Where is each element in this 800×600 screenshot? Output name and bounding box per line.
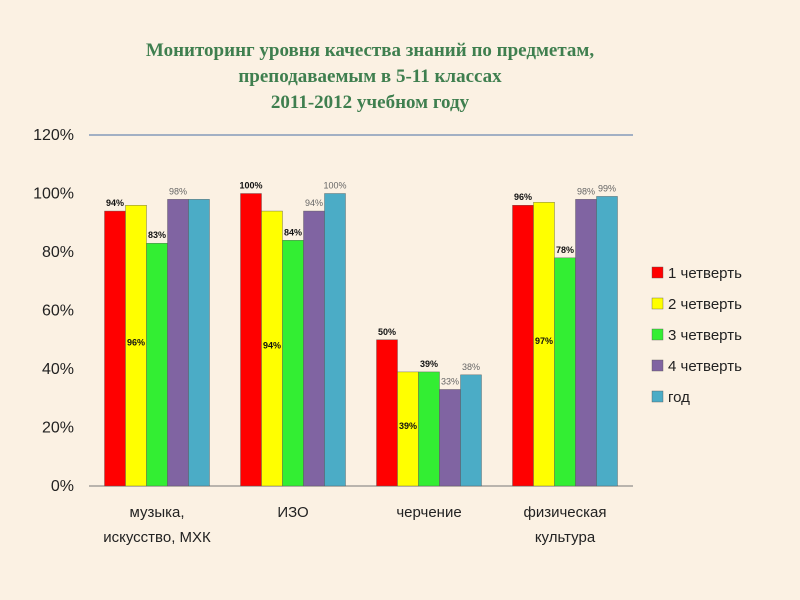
data-label: 39%: [399, 421, 417, 431]
legend-label: 2 четверть: [668, 296, 742, 313]
title-line-3: 2011-2012 учебном году: [270, 92, 470, 113]
bar: [324, 193, 346, 487]
bar: [303, 210, 325, 487]
bar: [104, 210, 126, 487]
y-tick-label: 0%: [51, 478, 74, 495]
category-label: культура: [535, 529, 596, 546]
bar: [512, 204, 534, 487]
data-label: 84%: [284, 227, 302, 237]
bar: [240, 193, 262, 487]
data-label: 83%: [148, 230, 166, 240]
legend-label: 1 четверть: [668, 265, 742, 282]
data-label: 94%: [263, 341, 281, 351]
data-label: 100%: [239, 181, 262, 191]
legend-swatch: [651, 390, 664, 403]
y-tick-label: 40%: [42, 361, 74, 378]
bar: [460, 374, 482, 487]
bar: [554, 257, 576, 487]
category-label: музыка,: [129, 504, 184, 521]
legend-label: год: [668, 389, 690, 406]
data-label: 98%: [577, 186, 595, 196]
data-label: 99%: [598, 183, 616, 193]
bar: [146, 243, 168, 487]
legend-swatch: [651, 328, 664, 341]
bar: [167, 199, 189, 487]
category-label: ИЗО: [277, 504, 308, 521]
data-label: 33%: [441, 376, 459, 386]
bar: [439, 389, 461, 487]
bar: [188, 199, 210, 487]
y-tick-label: 80%: [42, 244, 74, 261]
legend-swatch: [651, 359, 664, 372]
data-label: 78%: [556, 245, 574, 255]
data-label: 94%: [106, 198, 124, 208]
data-label: 98%: [169, 186, 187, 196]
legend-swatch: [651, 297, 664, 310]
category-label: черчение: [396, 504, 461, 521]
legend-label: 4 четверть: [668, 358, 742, 375]
data-label: 94%: [305, 198, 323, 208]
bar: [596, 196, 618, 487]
y-tick-label: 100%: [33, 186, 74, 203]
data-label: 96%: [127, 338, 145, 348]
title-line-2: преподаваемым в 5-11 классах: [238, 66, 502, 87]
category-label: искусство, МХК: [103, 529, 211, 546]
bar: [418, 371, 440, 487]
data-label: 100%: [323, 181, 346, 191]
y-tick-label: 120%: [33, 127, 74, 144]
data-label: 39%: [420, 359, 438, 369]
bar: [376, 339, 398, 487]
chart-title: Мониторинг уровня качества знаний по пре…: [90, 38, 650, 116]
bar: [282, 240, 304, 487]
y-tick-label: 60%: [42, 303, 74, 320]
data-label: 96%: [514, 192, 532, 202]
legend-swatch: [651, 266, 664, 279]
legend-label: 3 четверть: [668, 327, 742, 344]
bar: [575, 199, 597, 487]
y-tick-label: 20%: [42, 420, 74, 437]
data-label: 38%: [462, 362, 480, 372]
data-label: 97%: [535, 336, 553, 346]
category-label: физическая: [524, 504, 607, 521]
title-line-1: Мониторинг уровня качества знаний по пре…: [145, 40, 595, 61]
data-label: 50%: [378, 327, 396, 337]
